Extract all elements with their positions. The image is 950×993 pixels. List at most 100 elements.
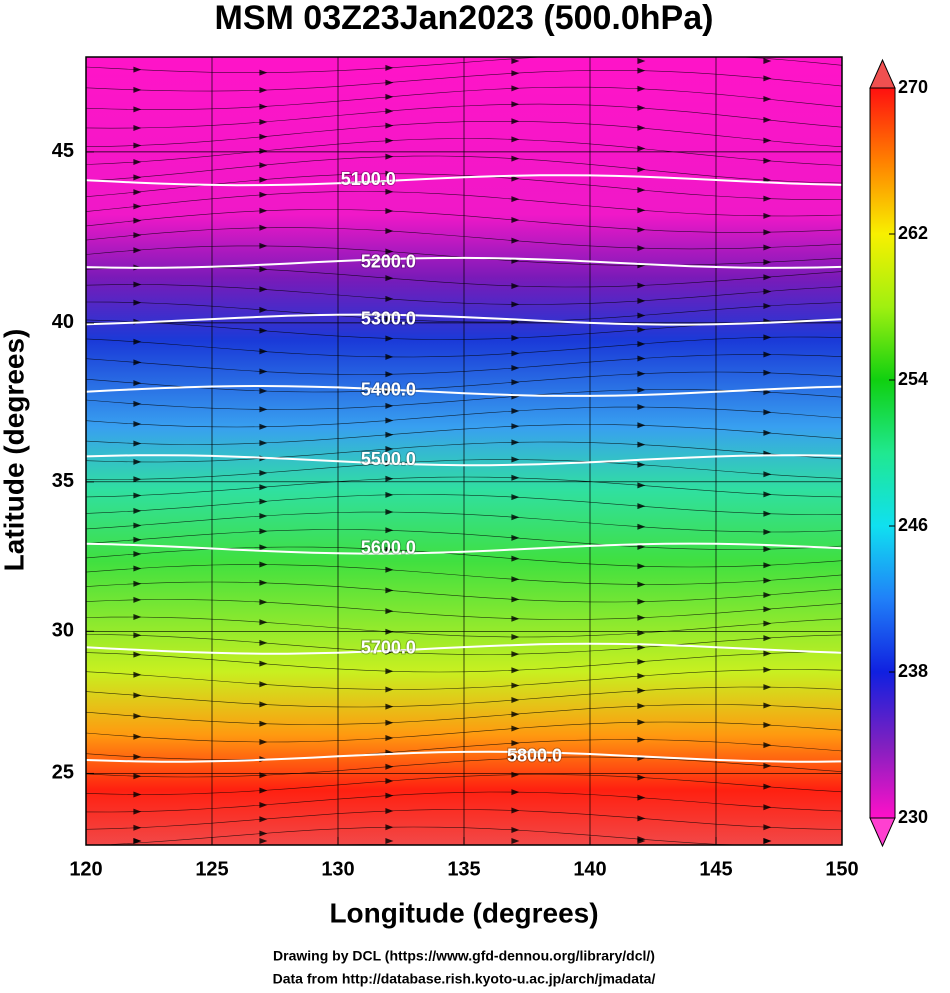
stream-arrow xyxy=(259,660,268,667)
stream-arrow xyxy=(637,794,646,801)
stream-arrow xyxy=(385,371,394,378)
stream-arrow xyxy=(511,596,520,603)
y-axis-title: Latitude (degrees) xyxy=(0,329,29,572)
stream-arrow xyxy=(133,808,142,815)
stream-arrow xyxy=(385,608,394,615)
stream-arrow xyxy=(763,157,772,164)
stream-arrow xyxy=(637,736,646,743)
stream-arrow xyxy=(385,153,394,160)
stream-arrow xyxy=(511,555,520,562)
stream-arrow xyxy=(511,70,520,77)
stream-arrow xyxy=(133,791,142,798)
stream-arrow xyxy=(385,79,394,86)
stream-arrow xyxy=(637,563,646,570)
x-tick-label: 130 xyxy=(321,858,354,880)
stream-arrow xyxy=(259,681,268,688)
stream-arrow xyxy=(385,475,394,482)
stream-arrow xyxy=(385,686,394,693)
stream-arrow xyxy=(763,244,772,251)
stream-arrow xyxy=(763,528,772,535)
contour-line xyxy=(85,542,843,555)
stream-arrow xyxy=(763,96,772,103)
colorbar xyxy=(869,87,896,819)
stream-arrow xyxy=(133,158,142,165)
stream-arrow xyxy=(133,632,142,639)
stream-arrow xyxy=(259,787,268,794)
stream-arrow xyxy=(133,838,142,844)
stream-arrow xyxy=(763,429,772,436)
stream-arrow xyxy=(385,188,394,195)
stream-arrow xyxy=(385,122,394,129)
stream-arrow xyxy=(259,103,268,110)
stream-arrow xyxy=(511,155,520,162)
stream-arrow xyxy=(133,125,142,132)
stream-arrow xyxy=(637,644,646,651)
stream-arrow xyxy=(637,282,646,289)
stream-arrow xyxy=(511,456,520,463)
y-tick-label: 40 xyxy=(52,311,74,333)
stream-arrow xyxy=(637,58,646,64)
chart-title: MSM 03Z23Jan2023 (500.0hPa) xyxy=(215,0,714,37)
stream-arrow xyxy=(511,216,520,223)
stream-arrow xyxy=(259,816,268,823)
stream-arrow xyxy=(385,703,394,710)
stream-arrow xyxy=(637,85,646,92)
stream-arrow xyxy=(259,619,268,626)
stream-arrow xyxy=(133,458,142,465)
stream-arrow xyxy=(259,327,268,334)
contour-line xyxy=(85,174,843,187)
stream-arrow xyxy=(259,561,268,568)
contour-line xyxy=(85,642,843,655)
x-tick-label: 150 xyxy=(825,858,858,880)
stream-arrow xyxy=(511,667,520,674)
footer-note: Data from http://database.rish.kyoto-u.a… xyxy=(273,971,656,987)
stream-arrow xyxy=(385,93,394,100)
stream-arrow xyxy=(133,733,142,740)
stream-arrow xyxy=(133,400,142,407)
stream-arrow xyxy=(133,338,142,345)
stream-arrow xyxy=(637,207,646,214)
stream-arrow xyxy=(259,830,268,837)
stream-arrow xyxy=(133,671,142,678)
contour-label: 5400.0 xyxy=(361,380,416,400)
stream-arrow xyxy=(385,668,394,675)
stream-arrow xyxy=(511,439,520,446)
stream-arrow xyxy=(763,620,772,627)
contours: 5100.0 5200.0 5300.0 5400.0 5500.0 5600.0 5700… xyxy=(85,168,843,766)
stream-arrow xyxy=(133,536,142,543)
stream-arrow xyxy=(385,170,394,177)
stream-arrow xyxy=(259,701,268,708)
stream-arrow xyxy=(763,212,772,219)
stream-arrow xyxy=(385,108,394,115)
stream-arrow xyxy=(133,440,142,447)
stream-arrow xyxy=(385,353,394,360)
contour-line xyxy=(85,384,843,397)
stream-arrow xyxy=(763,742,772,749)
contour-label: 5100.0 xyxy=(341,169,396,189)
stream-arrow xyxy=(133,492,142,499)
stream-arrow xyxy=(511,474,520,481)
stream-arrow xyxy=(259,242,268,249)
stream-arrow xyxy=(763,562,772,569)
stream-arrow xyxy=(511,682,520,689)
colorbar-tick-label: 262 xyxy=(898,223,928,243)
stream-arrow xyxy=(637,523,646,530)
stream-arrow xyxy=(385,628,394,635)
stream-arrow xyxy=(637,186,646,193)
stream-arrow xyxy=(637,543,646,550)
stream-arrow xyxy=(259,440,268,447)
stream-arrow xyxy=(511,651,520,658)
stream-arrow xyxy=(133,86,142,93)
contour-line xyxy=(85,750,843,763)
stream-arrow xyxy=(133,142,142,149)
stream-arrow xyxy=(385,335,394,342)
stream-arrow xyxy=(133,651,142,658)
stream-arrow xyxy=(259,207,268,214)
stream-arrow xyxy=(637,614,646,621)
stream-arrow xyxy=(637,838,646,844)
stream-arrow xyxy=(511,85,520,92)
contour-label: 5800.0 xyxy=(507,745,562,765)
stream-arrow xyxy=(385,445,394,452)
stream-arrow xyxy=(133,507,142,514)
stream-arrow xyxy=(385,275,394,282)
